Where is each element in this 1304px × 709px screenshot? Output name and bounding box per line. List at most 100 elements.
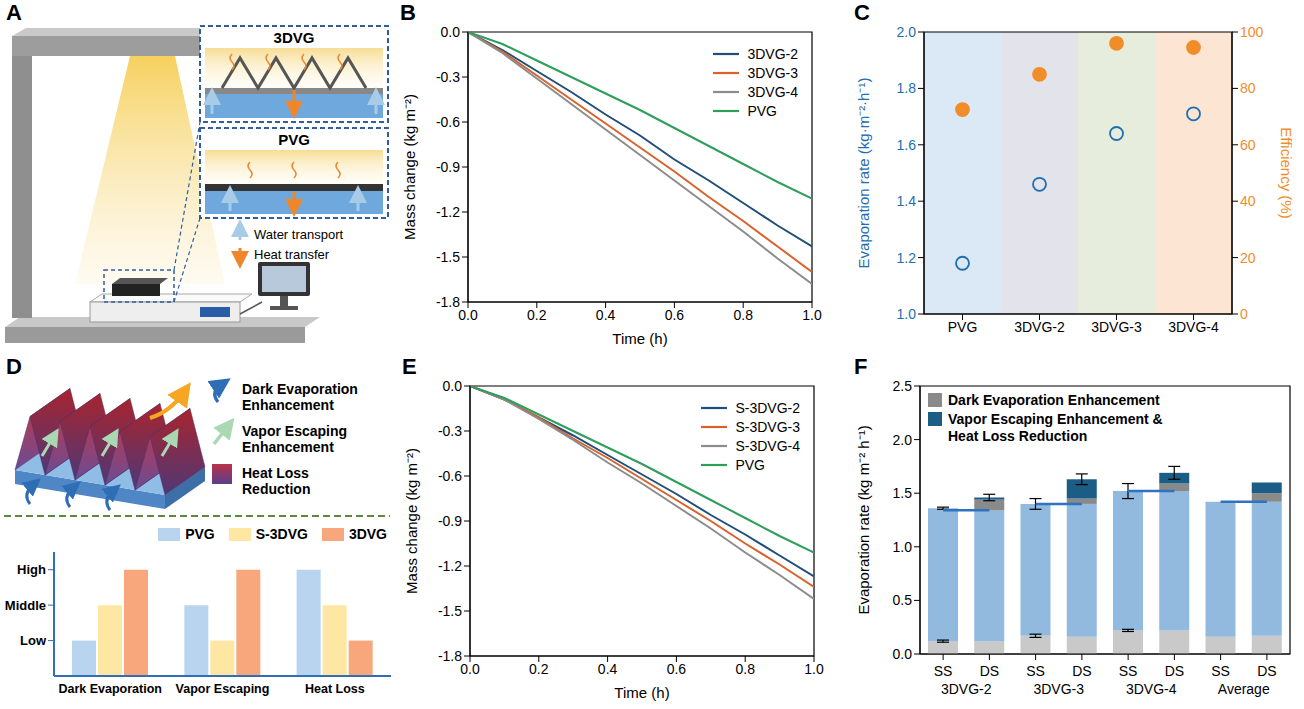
svg-text:SS: SS [934, 663, 953, 679]
svg-text:0.4: 0.4 [596, 307, 616, 323]
svg-text:3DVG-4: 3DVG-4 [1168, 319, 1219, 335]
html-text:3DVG: 3DVG [348, 526, 387, 542]
svg-text:3DVG: 3DVG [274, 29, 315, 46]
svg-text:1.0: 1.0 [893, 539, 913, 555]
svg-text:2.0: 2.0 [893, 432, 913, 448]
svg-text:DS: DS [980, 663, 999, 679]
svg-text:0.0: 0.0 [893, 646, 913, 662]
svg-text:Middle: Middle [5, 598, 46, 613]
html-text:PVG: PVG [185, 526, 215, 542]
html-text:S-3DVG-3: S-3DVG-3 [735, 418, 800, 435]
svg-text:1.0: 1.0 [804, 661, 824, 677]
svg-text:3DVG-4: 3DVG-4 [1126, 681, 1177, 697]
svg-text:Low: Low [20, 633, 47, 648]
html-text:Vapor Escaping Enhancement &: Vapor Escaping Enhancement & [948, 411, 1163, 427]
svg-text:-1.2: -1.2 [436, 204, 460, 220]
svg-text:0.8: 0.8 [735, 661, 755, 677]
svg-text:Vapor EscapingEnhancement: Vapor EscapingEnhancement [242, 423, 347, 455]
svg-text:100: 100 [1240, 24, 1264, 40]
svg-text:2.5: 2.5 [893, 378, 913, 394]
svg-text:1.6: 1.6 [897, 137, 917, 153]
svg-text:1.0: 1.0 [897, 306, 917, 322]
svg-text:0.4: 0.4 [598, 661, 618, 677]
html-text:C: C [854, 0, 870, 25]
html-text:B: B [400, 0, 416, 25]
html-text:3DVG-3: 3DVG-3 [747, 64, 798, 81]
svg-text:20: 20 [1240, 250, 1256, 266]
html-text:S-3DVG-2: S-3DVG-2 [735, 399, 800, 416]
html-text:Dark Evaporation Enhancement: Dark Evaporation Enhancement [948, 392, 1160, 408]
html-text:PVG: PVG [735, 456, 765, 473]
svg-text:-0.3: -0.3 [436, 69, 460, 85]
svg-text:1.8: 1.8 [897, 80, 917, 96]
svg-text:80: 80 [1240, 80, 1256, 96]
svg-text:-0.6: -0.6 [438, 468, 462, 484]
svg-text:0.2: 0.2 [527, 307, 547, 323]
svg-text:PVG: PVG [278, 131, 310, 148]
svg-text:SS: SS [1026, 663, 1045, 679]
svg-text:Water transport: Water transport [254, 227, 343, 242]
svg-text:-1.5: -1.5 [438, 603, 462, 619]
html-text:D: D [6, 354, 22, 379]
svg-text:DS: DS [1257, 663, 1276, 679]
svg-text:-0.9: -0.9 [436, 159, 460, 175]
svg-text:PVG: PVG [948, 319, 978, 335]
svg-text:Dark Evaporation: Dark Evaporation [58, 682, 162, 696]
svg-text:0.2: 0.2 [529, 661, 549, 677]
svg-text:DS: DS [1072, 663, 1091, 679]
html-text:A: A [6, 0, 22, 25]
svg-text:40: 40 [1240, 193, 1256, 209]
html-text:Heat Loss Reduction: Heat Loss Reduction [948, 428, 1088, 444]
svg-text:1.5: 1.5 [893, 485, 913, 501]
svg-text:Efficiency (%): Efficiency (%) [1278, 127, 1295, 218]
svg-text:60: 60 [1240, 137, 1256, 153]
html-text:F: F [854, 354, 868, 379]
svg-text:-0.6: -0.6 [436, 114, 460, 130]
svg-text:DS: DS [1165, 663, 1184, 679]
svg-text:1.4: 1.4 [897, 193, 917, 209]
svg-text:SS: SS [1119, 663, 1138, 679]
svg-text:0.5: 0.5 [893, 592, 913, 608]
svg-text:0: 0 [1240, 306, 1248, 322]
svg-text:Evaporation rate (kg m⁻² h⁻¹): Evaporation rate (kg m⁻² h⁻¹) [855, 425, 872, 614]
svg-text:-1.8: -1.8 [438, 648, 462, 664]
svg-text:-0.3: -0.3 [438, 423, 462, 439]
svg-text:0.0: 0.0 [443, 378, 463, 394]
html-text:PVG: PVG [747, 102, 777, 119]
svg-text:3DVG-2: 3DVG-2 [941, 681, 992, 697]
svg-text:0.0: 0.0 [460, 661, 480, 677]
svg-text:Mass change (kg m⁻²): Mass change (kg m⁻²) [403, 448, 420, 594]
svg-text:0.0: 0.0 [458, 307, 478, 323]
svg-text:1.2: 1.2 [897, 250, 917, 266]
svg-text:Evaporation rate (kg·m⁻²·h⁻¹): Evaporation rate (kg·m⁻²·h⁻¹) [855, 78, 872, 269]
svg-text:0.6: 0.6 [665, 307, 685, 323]
html-text:S-3DVG-4: S-3DVG-4 [735, 437, 800, 454]
svg-text:0.6: 0.6 [667, 661, 687, 677]
svg-text:-1.5: -1.5 [436, 249, 460, 265]
svg-text:1.0: 1.0 [802, 307, 822, 323]
svg-text:High: High [17, 562, 46, 577]
svg-text:Time (h): Time (h) [614, 684, 669, 701]
svg-text:0.0: 0.0 [441, 24, 461, 40]
svg-text:Time (h): Time (h) [612, 330, 667, 347]
svg-text:Vapor Escaping: Vapor Escaping [176, 682, 270, 696]
svg-text:-1.8: -1.8 [436, 294, 460, 310]
svg-text:Mass change (kg m⁻²): Mass change (kg m⁻²) [401, 94, 418, 240]
svg-text:2.0: 2.0 [897, 24, 917, 40]
svg-text:-1.2: -1.2 [438, 558, 462, 574]
html-text:3DVG-4: 3DVG-4 [747, 83, 798, 100]
svg-text:0.8: 0.8 [733, 307, 753, 323]
svg-text:3DVG-3: 3DVG-3 [1033, 681, 1084, 697]
svg-text:Heat Loss: Heat Loss [305, 682, 365, 696]
svg-text:SS: SS [1211, 663, 1230, 679]
html-text:E: E [402, 354, 417, 379]
html-text:3DVG-2: 3DVG-2 [747, 45, 798, 62]
svg-text:-0.9: -0.9 [438, 513, 462, 529]
svg-text:Heat LossReduction: Heat LossReduction [242, 465, 310, 497]
html-text:S-3DVG: S-3DVG [255, 526, 308, 542]
svg-text:3DVG-3: 3DVG-3 [1091, 319, 1142, 335]
svg-text:Average: Average [1218, 681, 1270, 697]
svg-text:Heat transfer: Heat transfer [254, 247, 330, 262]
svg-text:3DVG-2: 3DVG-2 [1014, 319, 1065, 335]
svg-text:Dark EvaporationEnhancement: Dark EvaporationEnhancement [242, 381, 358, 413]
